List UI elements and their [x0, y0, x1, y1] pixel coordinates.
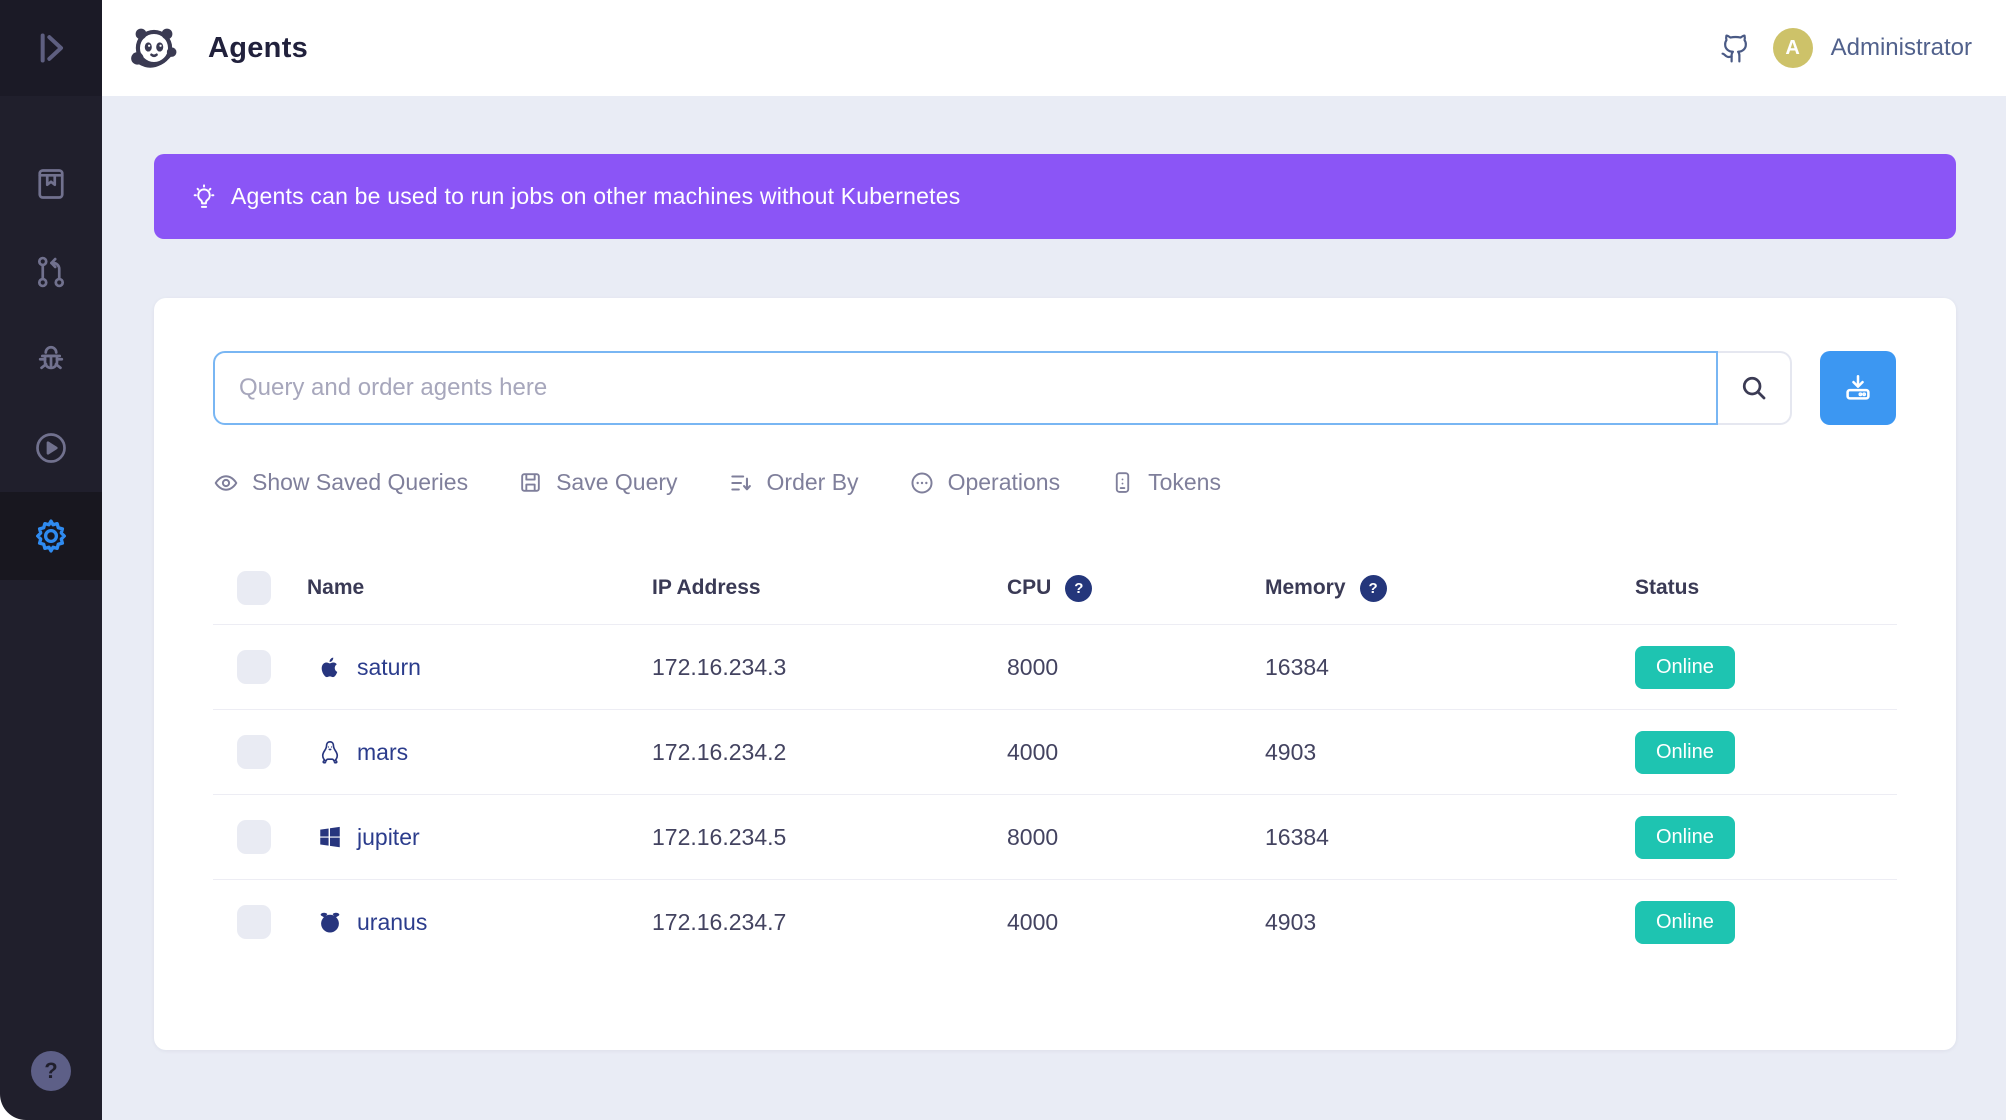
operations-icon	[909, 470, 935, 496]
info-banner: Agents can be used to run jobs on other …	[154, 154, 1956, 239]
avatar[interactable]: A	[1772, 28, 1813, 68]
save-query-button[interactable]: Save Query	[518, 469, 678, 496]
user-name: Administrator	[1830, 34, 1972, 61]
agents-card: Show Saved Queries Save Query	[154, 298, 1956, 1050]
agent-ip: 172.16.234.7	[652, 908, 787, 935]
panda-logo-icon	[127, 21, 181, 75]
agent-cpu: 4000	[1007, 908, 1059, 935]
status-badge: Online	[1635, 815, 1735, 859]
column-header-status: Status	[1635, 576, 1700, 599]
table-row: uranus 172.16.234.7 4000 4903 Online	[213, 879, 1897, 964]
row-checkbox[interactable]	[237, 735, 271, 769]
agent-ip: 172.16.234.3	[652, 653, 787, 680]
agent-name-link[interactable]: jupiter	[357, 823, 420, 850]
agent-ip: 172.16.234.5	[652, 823, 787, 850]
agent-name-link[interactable]: mars	[357, 738, 409, 765]
query-toolbar: Show Saved Queries Save Query	[213, 469, 1897, 496]
windows-icon	[317, 824, 343, 850]
gear-icon	[32, 517, 70, 555]
order-by-label: Order By	[766, 469, 859, 495]
select-all-checkbox[interactable]	[237, 571, 271, 605]
table-row: saturn 172.16.234.3 8000 16384 Online	[213, 624, 1897, 709]
page-title: Agents	[208, 31, 309, 64]
show-saved-queries-label: Show Saved Queries	[252, 469, 469, 495]
agent-cpu: 8000	[1007, 823, 1059, 850]
agent-cpu: 8000	[1007, 653, 1059, 680]
apple-icon	[317, 654, 343, 680]
sidebar: ?	[0, 0, 102, 1120]
sidebar-item-repositories[interactable]	[0, 228, 102, 316]
bug-icon	[33, 342, 69, 378]
topbar: Agents A Administrator	[102, 0, 2006, 96]
memory-help-icon[interactable]: ?	[1359, 574, 1387, 602]
table-row: mars 172.16.234.2 4000 4903 Online	[213, 709, 1897, 794]
agent-memory: 4903	[1265, 738, 1317, 765]
play-circle-icon	[33, 430, 69, 466]
sidebar-expand-button[interactable]	[0, 0, 102, 96]
column-header-name: Name	[307, 576, 365, 599]
content-area: Agents can be used to run jobs on other …	[102, 96, 2006, 1120]
save-icon	[518, 470, 543, 495]
row-checkbox[interactable]	[237, 650, 271, 684]
book-icon	[33, 166, 69, 202]
show-saved-queries-button[interactable]: Show Saved Queries	[213, 469, 468, 496]
search-button[interactable]	[1718, 351, 1792, 425]
column-header-ip: IP Address	[652, 576, 761, 599]
status-badge: Online	[1635, 645, 1735, 689]
column-header-memory: Memory ?	[1265, 574, 1635, 602]
download-button[interactable]	[1820, 351, 1896, 425]
agent-memory: 16384	[1265, 823, 1329, 850]
tokens-label: Tokens	[1148, 469, 1221, 495]
sidebar-item-issues[interactable]	[0, 316, 102, 404]
row-checkbox[interactable]	[237, 905, 271, 939]
expand-icon	[31, 28, 71, 68]
row-checkbox[interactable]	[237, 820, 271, 854]
help-button[interactable]: ?	[31, 1051, 71, 1091]
status-badge: Online	[1635, 730, 1735, 774]
status-badge: Online	[1635, 900, 1735, 944]
agent-cpu: 4000	[1007, 738, 1059, 765]
github-icon[interactable]	[1720, 33, 1751, 64]
operations-button[interactable]: Operations	[909, 469, 1061, 496]
git-pull-request-icon	[33, 254, 69, 290]
lightbulb-icon	[190, 183, 218, 211]
agent-memory: 4903	[1265, 908, 1317, 935]
tokens-button[interactable]: Tokens	[1110, 469, 1221, 496]
freebsd-icon	[317, 909, 343, 935]
linux-icon	[317, 739, 343, 765]
main-panel: Agents A Administrator	[102, 0, 2006, 1120]
search-row	[213, 351, 1897, 425]
agent-name-link[interactable]: uranus	[357, 908, 428, 935]
search-group	[213, 351, 1792, 425]
operations-label: Operations	[947, 469, 1061, 495]
agent-ip: 172.16.234.2	[652, 738, 787, 765]
agents-table: Name IP Address CPU ? Memory ? Status	[213, 552, 1897, 964]
search-input[interactable]	[213, 351, 1718, 425]
agent-memory: 16384	[1265, 653, 1329, 680]
sidebar-item-settings[interactable]	[0, 492, 102, 580]
sort-icon	[728, 470, 754, 496]
table-row: jupiter 172.16.234.5 8000 16384 Online	[213, 794, 1897, 879]
cpu-help-icon[interactable]: ?	[1065, 574, 1093, 602]
column-header-cpu: CPU ?	[1007, 574, 1265, 602]
eye-icon	[213, 470, 239, 496]
banner-text: Agents can be used to run jobs on other …	[231, 183, 961, 209]
sidebar-item-tasks[interactable]	[0, 404, 102, 492]
order-by-button[interactable]: Order By	[728, 469, 859, 496]
search-icon	[1739, 373, 1769, 403]
tokens-icon	[1110, 470, 1135, 495]
table-header-row: Name IP Address CPU ? Memory ? Status	[213, 552, 1897, 624]
save-query-label: Save Query	[556, 469, 678, 495]
sidebar-nav	[0, 140, 102, 580]
agent-name-link[interactable]: saturn	[357, 653, 421, 680]
sidebar-item-wiki[interactable]	[0, 140, 102, 228]
download-icon	[1842, 372, 1874, 404]
